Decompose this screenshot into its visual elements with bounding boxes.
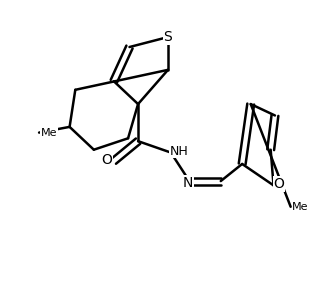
Text: N: N (183, 175, 193, 190)
Text: S: S (164, 30, 172, 44)
Text: O: O (101, 153, 112, 167)
Text: Me: Me (292, 202, 308, 212)
Text: NH: NH (169, 145, 188, 158)
Text: O: O (273, 177, 284, 191)
Text: Me: Me (41, 128, 57, 138)
